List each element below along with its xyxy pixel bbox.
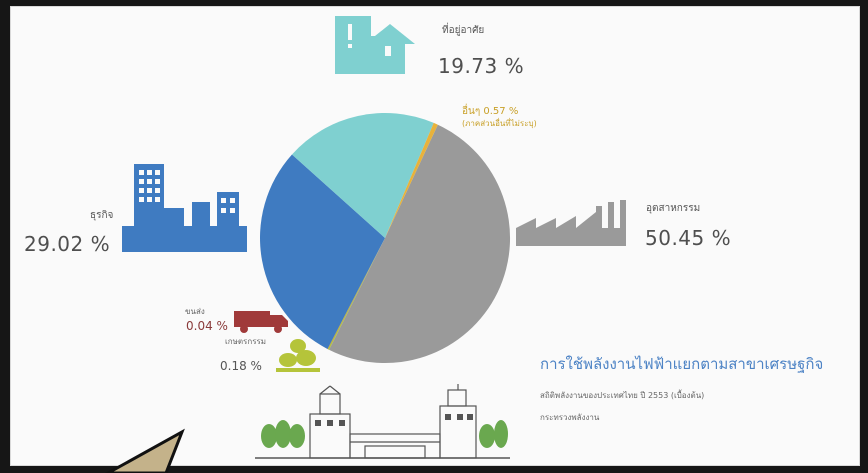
industry-name: อุตสาหกรรม [646, 203, 701, 214]
chart-title: การใช้พลังงานไฟฟ้าแยกตามสาขาเศรษฐกิจ [540, 355, 824, 373]
pie-slice-2 [291, 112, 434, 238]
business-percent: 29.02 % [24, 232, 111, 256]
residential-name: ที่อยู่อาศัย [442, 25, 485, 36]
power-plant-icon [255, 384, 510, 459]
pie-slice-0 [328, 124, 511, 364]
pie-slice-3 [385, 122, 438, 238]
pie-chart [259, 112, 511, 364]
residential-percent: 19.73 % [438, 54, 525, 78]
plant-icon [276, 339, 320, 372]
transport-percent: 0.04 % [186, 319, 228, 333]
house-icon [335, 16, 415, 74]
callout-pointer [104, 428, 185, 473]
other-note: (ภาคส่วนอื่นที่ไม่ระบุ) [462, 119, 537, 128]
truck-icon [234, 311, 288, 333]
business-name: ธุรกิจ [90, 210, 114, 221]
transport-name: ขนส่ง [185, 307, 205, 316]
infographic-panel: ที่อยู่อาศัย 19.73 % อื่นๆ 0.57 % (ภาคส่… [10, 6, 860, 466]
pie-slice-1 [259, 154, 385, 349]
pie-slice-5 [327, 238, 385, 350]
factory-icon [516, 200, 626, 246]
office-buildings-icon [122, 164, 247, 252]
industry-percent: 50.45 % [645, 226, 732, 250]
agriculture-percent: 0.18 % [220, 359, 262, 373]
agriculture-name: เกษตรกรรม [225, 337, 267, 346]
pie-slice-4 [327, 238, 385, 350]
other-percent: อื่นๆ 0.57 % [462, 106, 519, 117]
chart-subtitle-2: กระทรวงพลังงาน [540, 413, 600, 422]
chart-subtitle-1: สถิติพลังงานของประเทศไทย ปี 2553 (เบื้อง… [540, 391, 705, 400]
